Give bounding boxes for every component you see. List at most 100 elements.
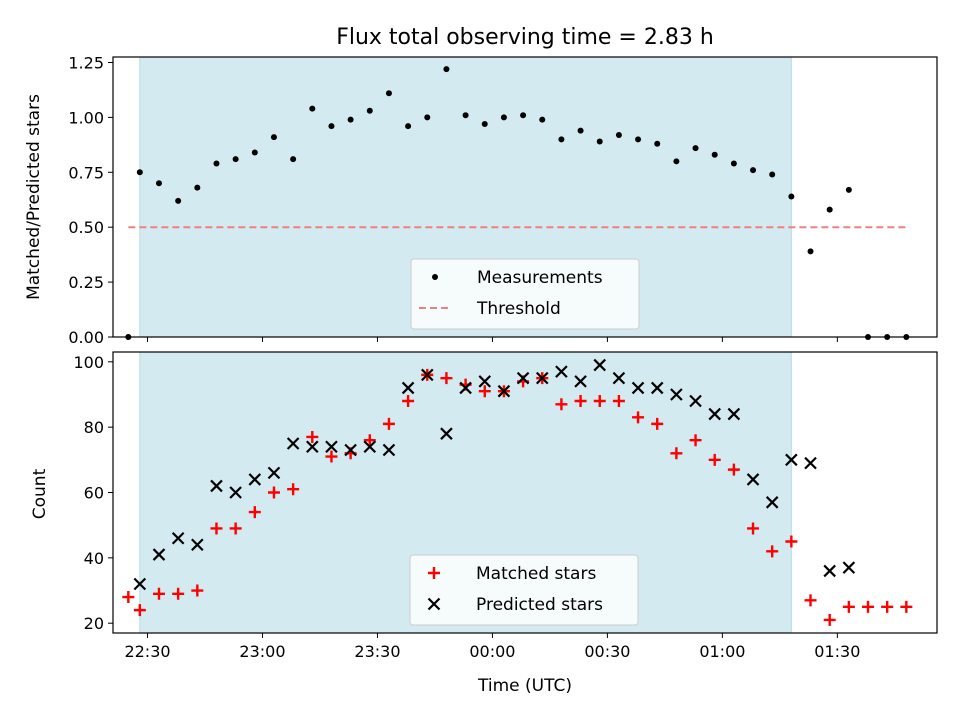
- matched-star-point: [402, 395, 415, 408]
- top-y-tick-label: 0.50: [68, 218, 104, 237]
- matched-star-point: [632, 411, 645, 424]
- measurement-point: [596, 138, 603, 145]
- matched-star-point: [267, 486, 280, 499]
- bottom-y-tick-label: 80: [84, 418, 104, 437]
- predicted-star-point: [593, 358, 607, 372]
- measurement-point: [635, 136, 642, 143]
- matched-star-point: [862, 600, 875, 613]
- predicted-star-point: [152, 548, 166, 561]
- predicted-star-point: [401, 381, 415, 395]
- measurement-point: [366, 107, 373, 114]
- measurement-point: [615, 131, 622, 138]
- predicted-star-point: [248, 473, 262, 486]
- predicted-star-point: [804, 456, 817, 470]
- measurement-point: [328, 123, 335, 130]
- top-y-tick-label: 0.25: [68, 273, 104, 292]
- x-tick-label: 00:00: [469, 642, 515, 661]
- predicted-star-point: [727, 407, 741, 421]
- matched-star-point: [133, 604, 146, 617]
- matched-star-point: [727, 463, 740, 476]
- plot-layer: 0.00 0.25 0.50 0.75 1.00 1.25 Measurements Thre…: [68, 53, 938, 661]
- predicted-star-point: [478, 375, 492, 388]
- bottom-y-tick-label: 40: [84, 549, 104, 568]
- measurement-point: [692, 145, 699, 152]
- measurement-point: [347, 116, 354, 123]
- measurement-point: [136, 169, 143, 176]
- predicted-star-point: [555, 365, 568, 378]
- predicted-star-point: [286, 437, 300, 450]
- predicted-star-point: [210, 479, 223, 493]
- matched-star-point: [689, 434, 702, 447]
- predicted-star-point: [420, 368, 434, 382]
- matched-star-point: [440, 372, 453, 385]
- predicted-star-point: [306, 440, 319, 454]
- matched-star-point: [248, 506, 261, 519]
- measurement-point: [462, 112, 469, 119]
- predicted-star-point: [842, 561, 856, 574]
- x-tick-label: 23:30: [354, 642, 400, 661]
- matched-star-point: [670, 447, 683, 460]
- bottom-y-tick-label: 60: [84, 484, 104, 503]
- predicted-star-point: [267, 466, 281, 480]
- predicted-star-point: [459, 381, 472, 395]
- x-tick-label: 01:00: [699, 642, 745, 661]
- bottom-y-tick-label: 100: [73, 353, 104, 372]
- chart-title: Flux total observing time = 2.83 h: [336, 25, 714, 50]
- matched-star-point: [766, 545, 779, 558]
- predicted-star-point: [785, 453, 798, 467]
- legend-entry-label: Predicted stars: [476, 595, 603, 615]
- x-tick-label: 22:30: [124, 642, 170, 661]
- measurement-point: [194, 184, 201, 191]
- matched-star-point: [478, 385, 491, 398]
- predicted-star-point: [746, 473, 760, 486]
- matched-star-point: [306, 430, 319, 443]
- matched-star-point: [555, 398, 568, 411]
- predicted-star-point: [670, 388, 683, 401]
- measurement-point: [309, 105, 316, 112]
- matched-star-point: [191, 584, 204, 597]
- measurement-point: [577, 127, 584, 134]
- measurement-point: [500, 114, 507, 121]
- measurement-point: [155, 180, 162, 187]
- top-y-tick-label: 1.25: [68, 53, 104, 72]
- predicted-star-point: [689, 394, 702, 408]
- legend-matched-marker: [428, 567, 440, 579]
- measurement-point: [539, 116, 546, 123]
- matched-star-point: [152, 587, 165, 600]
- measurement-point: [251, 149, 258, 156]
- top-y-tick-label: 0.00: [68, 328, 104, 347]
- measurement-point: [769, 171, 776, 178]
- matched-star-point: [287, 483, 300, 496]
- legend-entry-label: Matched stars: [476, 564, 596, 584]
- matched-star-point: [574, 395, 587, 408]
- predicted-star-point: [535, 371, 549, 385]
- measurement-point: [711, 151, 718, 158]
- measurement-point: [654, 140, 661, 147]
- bottom-legend-box: [409, 554, 639, 626]
- predicted-star-point: [229, 486, 242, 499]
- top-legend: Measurements Threshold: [410, 258, 640, 330]
- measurement-point: [826, 206, 833, 213]
- top-y-axis-label: Matched/Predicted stars: [24, 94, 44, 300]
- measurement-point: [520, 112, 527, 119]
- predicted-star-point: [612, 371, 626, 385]
- predicted-star-point: [708, 407, 721, 421]
- matched-star-point: [612, 395, 625, 408]
- matched-star-point: [842, 600, 855, 613]
- measurement-point: [481, 120, 488, 127]
- measurement-point: [730, 160, 737, 167]
- x-tick-label: 00:30: [584, 642, 630, 661]
- measurement-point: [673, 158, 680, 165]
- x-tick-label: 01:30: [814, 642, 860, 661]
- predicted-star-point: [497, 384, 511, 398]
- matched-star-point: [804, 594, 817, 607]
- measurement-point: [232, 156, 239, 163]
- bottom-y-tick-label: 20: [84, 614, 104, 633]
- bottom-y-axis-label: Count: [30, 468, 50, 519]
- measurement-point: [788, 193, 795, 200]
- legend-predicted-marker: [427, 597, 441, 611]
- top-y-tick-label: 0.75: [68, 163, 104, 182]
- measurement-point: [405, 123, 412, 130]
- measurement-point: [213, 160, 220, 167]
- predicted-star-point: [516, 371, 530, 385]
